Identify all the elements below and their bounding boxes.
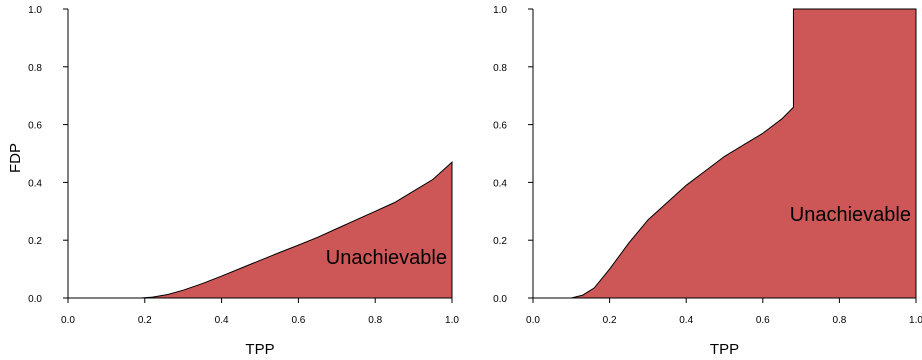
y-tick-label: 1.0 <box>493 5 507 16</box>
unachievable-region <box>533 8 917 299</box>
x-tick-label: 0.2 <box>603 315 617 326</box>
x-tick-label: 0.6 <box>291 315 305 326</box>
unachievable-label: Unachievable <box>326 247 447 269</box>
x-tick-label: 0.6 <box>756 315 770 326</box>
y-tick-label: 0.4 <box>493 178 507 189</box>
x-tick-label: 0.4 <box>679 315 693 326</box>
y-tick-label: 0.2 <box>28 236 42 247</box>
x-tick-label: 1.0 <box>445 315 459 326</box>
y-tick-label: 0.0 <box>493 294 507 305</box>
x-tick-label: 0.4 <box>215 315 229 326</box>
x-axis-title: TPP <box>245 341 274 358</box>
chart-panel-right: 0.0 0.2 0.4 0.6 0.8 1.0 0.0 0.2 0.4 0.6 0.8 1.0 TPP U… <box>493 5 922 358</box>
y-tick-label: 0.2 <box>493 236 507 247</box>
y-tick-label: 0.4 <box>28 178 42 189</box>
y-tick-label: 0.0 <box>28 294 42 305</box>
unachievable-region <box>68 161 453 299</box>
x-tick-label: 0.0 <box>526 315 540 326</box>
x-tick-label: 0.8 <box>832 315 846 326</box>
y-axis-title: FDP <box>7 143 24 173</box>
unachievable-label: Unachievable <box>790 204 911 226</box>
x-tick-label: 0.0 <box>61 315 75 326</box>
x-tick-label: 0.8 <box>368 315 382 326</box>
y-tick-label: 0.8 <box>28 63 42 74</box>
y-tick-label: 0.6 <box>28 121 42 132</box>
x-tick-label: 1.0 <box>909 315 922 326</box>
y-tick-label: 1.0 <box>28 5 42 16</box>
x-tick-label: 0.2 <box>138 315 152 326</box>
x-axis-title: TPP <box>710 341 739 358</box>
y-tick-label: 0.8 <box>493 63 507 74</box>
y-tick-label: 0.6 <box>493 121 507 132</box>
chart-panel-left: 0.0 0.2 0.4 0.6 0.8 1.0 0.0 0.2 0.4 0.6 0.8 1.0 TPP F… <box>7 5 459 358</box>
